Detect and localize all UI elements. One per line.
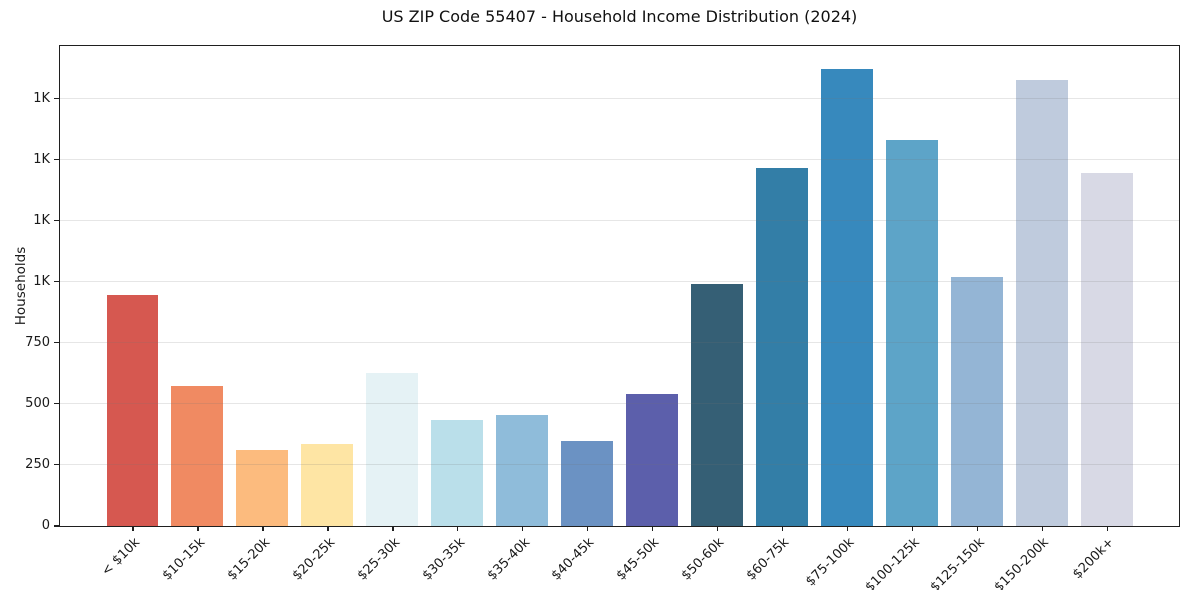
x-tick-mark <box>716 526 719 531</box>
y-tick-label: 250 <box>25 456 50 472</box>
bar-$125-150k <box>950 276 1003 526</box>
bar-< $10k <box>106 295 159 526</box>
bar-slot: $35-40k <box>484 46 555 583</box>
bar-slot: $200k+ <box>1070 46 1139 582</box>
x-tick-label: $35-40k <box>484 535 533 584</box>
chart-title: US ZIP Code 55407 - Household Income Dis… <box>381 7 858 26</box>
x-tick-mark <box>392 526 394 531</box>
bar-$75-100k <box>820 69 873 526</box>
bar-slot: $125-150k <box>927 46 1009 590</box>
x-tick-label: $200k+ <box>1070 535 1118 583</box>
x-tick-label: $25-30k <box>354 535 403 584</box>
x-tick-mark <box>1041 526 1043 531</box>
bar-slot: $50-60k <box>679 46 749 583</box>
x-tick-label: $20-25k <box>289 535 338 584</box>
x-tick-label: $150-200k <box>992 535 1053 590</box>
y-tick-mark <box>53 219 59 222</box>
bar-slot: $75-100k <box>803 46 879 589</box>
x-tick-label: $30-35k <box>419 535 468 584</box>
x-tick-mark <box>976 526 978 531</box>
x-tick-mark <box>651 526 654 531</box>
x-tick-mark <box>587 526 589 531</box>
x-tick-mark <box>262 526 264 531</box>
x-tick-label: $45-50k <box>614 535 663 584</box>
x-tick-label: $50-60k <box>679 535 728 584</box>
y-tick-label: 750 <box>25 334 50 350</box>
y-tick-mark <box>53 403 59 405</box>
x-tick-mark <box>132 526 134 531</box>
x-tick-label: $10-15k <box>159 535 209 584</box>
y-tick-mark <box>53 158 59 161</box>
bar-$25-30k <box>366 373 419 526</box>
bar-$45-50k <box>626 394 678 526</box>
bar-slot: $15-20k <box>224 46 295 583</box>
x-tick-mark <box>911 526 914 531</box>
x-tick-mark <box>197 526 199 531</box>
y-tick-label: 1K <box>33 151 50 167</box>
x-tick-label: $60-75k <box>743 535 793 584</box>
bar-slot: $40-45k <box>549 46 620 583</box>
y-tick-mark <box>53 97 59 100</box>
bar-$30-35k <box>431 419 484 526</box>
bar-$10-15k <box>171 385 224 526</box>
x-tick-mark <box>781 526 784 531</box>
x-tick-label: $75-100k <box>803 535 858 590</box>
bars-layer: < $10k $10-15k $15-20k $20-25k $25-30k $30-35… <box>60 46 1179 590</box>
bar-$15-20k <box>236 450 289 526</box>
bar-slot: $10-15k <box>160 46 230 583</box>
bar-$40-45k <box>561 440 613 526</box>
y-tick-mark <box>53 342 59 344</box>
y-tick-label: 500 <box>25 395 50 411</box>
x-tick-label: $100-125k <box>862 535 923 590</box>
x-tick-mark <box>522 526 524 531</box>
y-tick-label: 0 <box>41 518 50 533</box>
y-tick-mark <box>53 280 59 283</box>
bar-slot: $150-200k <box>992 46 1074 590</box>
x-tick-label: $40-45k <box>549 535 598 584</box>
bar-$200k+ <box>1080 173 1133 526</box>
bar-slot: $30-35k <box>419 46 490 583</box>
bar-$60-75k <box>755 168 808 526</box>
bar-$20-25k <box>301 444 354 526</box>
bar-slot: $25-30k <box>354 46 425 583</box>
y-tick-label: 1K <box>33 212 50 228</box>
plot-area: < $10k $10-15k $15-20k $20-25k $25-30k $30-35… <box>25 45 1180 590</box>
x-tick-label: < $10k <box>98 535 144 580</box>
bar-slot: $100-125k <box>862 46 944 590</box>
y-tick-label: 1K <box>33 273 50 289</box>
y-axis-title: Households <box>13 246 29 326</box>
y-tick-mark <box>53 525 59 527</box>
bar-slot: < $10k <box>99 46 165 579</box>
x-tick-mark <box>327 526 329 531</box>
y-tick-mark <box>53 464 59 466</box>
bar-$100-125k <box>885 140 938 526</box>
x-tick-label: $15-20k <box>224 535 273 584</box>
y-tick-label: 1K <box>33 90 50 106</box>
bar-$35-40k <box>496 414 549 526</box>
x-tick-mark <box>846 526 849 531</box>
bar-$50-60k <box>690 284 743 526</box>
x-tick-mark <box>457 526 459 531</box>
bar-slot: $60-75k <box>744 46 814 583</box>
x-tick-label: $125-150k <box>927 535 988 590</box>
bar-slot: $45-50k <box>614 46 685 583</box>
bar-$150-200k <box>1015 80 1068 526</box>
bar-slot: $20-25k <box>289 46 360 583</box>
x-tick-mark <box>1106 526 1108 531</box>
